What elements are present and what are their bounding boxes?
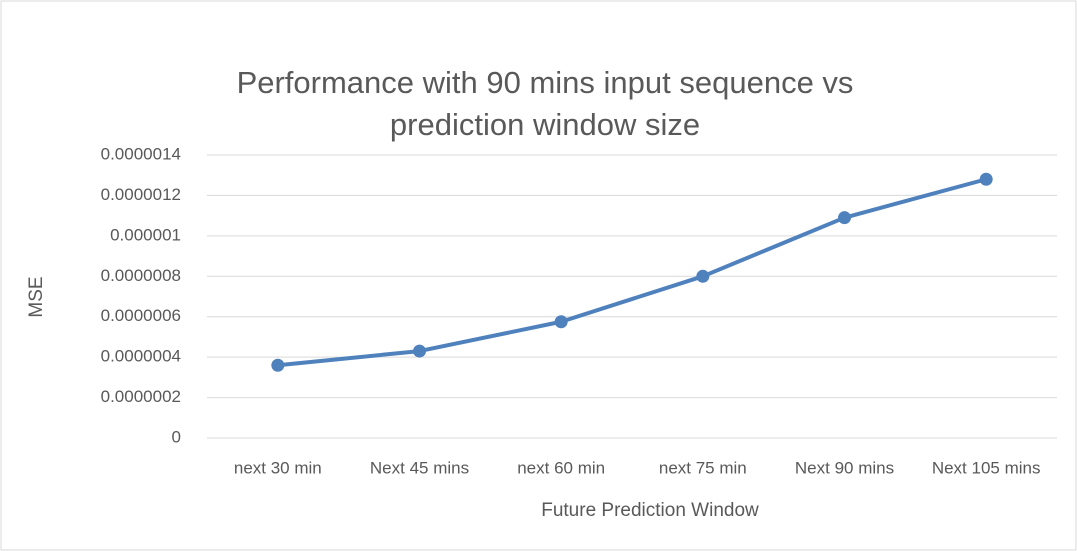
x-tick-label: next 60 min bbox=[517, 458, 605, 477]
y-tick-label: 0 bbox=[172, 427, 181, 446]
marker bbox=[696, 269, 710, 283]
chart-title: Performance with 90 mins input sequence … bbox=[236, 65, 854, 142]
line bbox=[277, 177, 987, 368]
y-tick-label: 0.0000014 bbox=[101, 144, 181, 163]
x-tick-label: next 75 min bbox=[659, 458, 747, 477]
y-tick-label: 0.000001 bbox=[110, 225, 181, 244]
x-tick-label: Next 45 mins bbox=[370, 458, 469, 477]
marker bbox=[554, 315, 568, 329]
marker bbox=[838, 211, 851, 225]
y-tick-label: 0.0000008 bbox=[101, 266, 181, 285]
marker bbox=[271, 358, 285, 372]
marker bbox=[413, 344, 426, 358]
marker bbox=[979, 172, 993, 186]
y-tick-label: 0.0000002 bbox=[101, 387, 181, 406]
y-tick-label: 0.0000004 bbox=[101, 347, 181, 366]
x-axis-title: Future Prediction Window bbox=[541, 500, 759, 521]
y-tick-label: 0.0000012 bbox=[101, 185, 181, 204]
x-tick-label: next 30 min bbox=[234, 458, 322, 477]
x-tick-label: Next 105 mins bbox=[932, 458, 1041, 477]
y-axis-title: MSE bbox=[26, 276, 47, 317]
y-tick-label: 0.0000006 bbox=[101, 306, 181, 325]
x-tick-label: Next 90 mins bbox=[795, 458, 894, 477]
